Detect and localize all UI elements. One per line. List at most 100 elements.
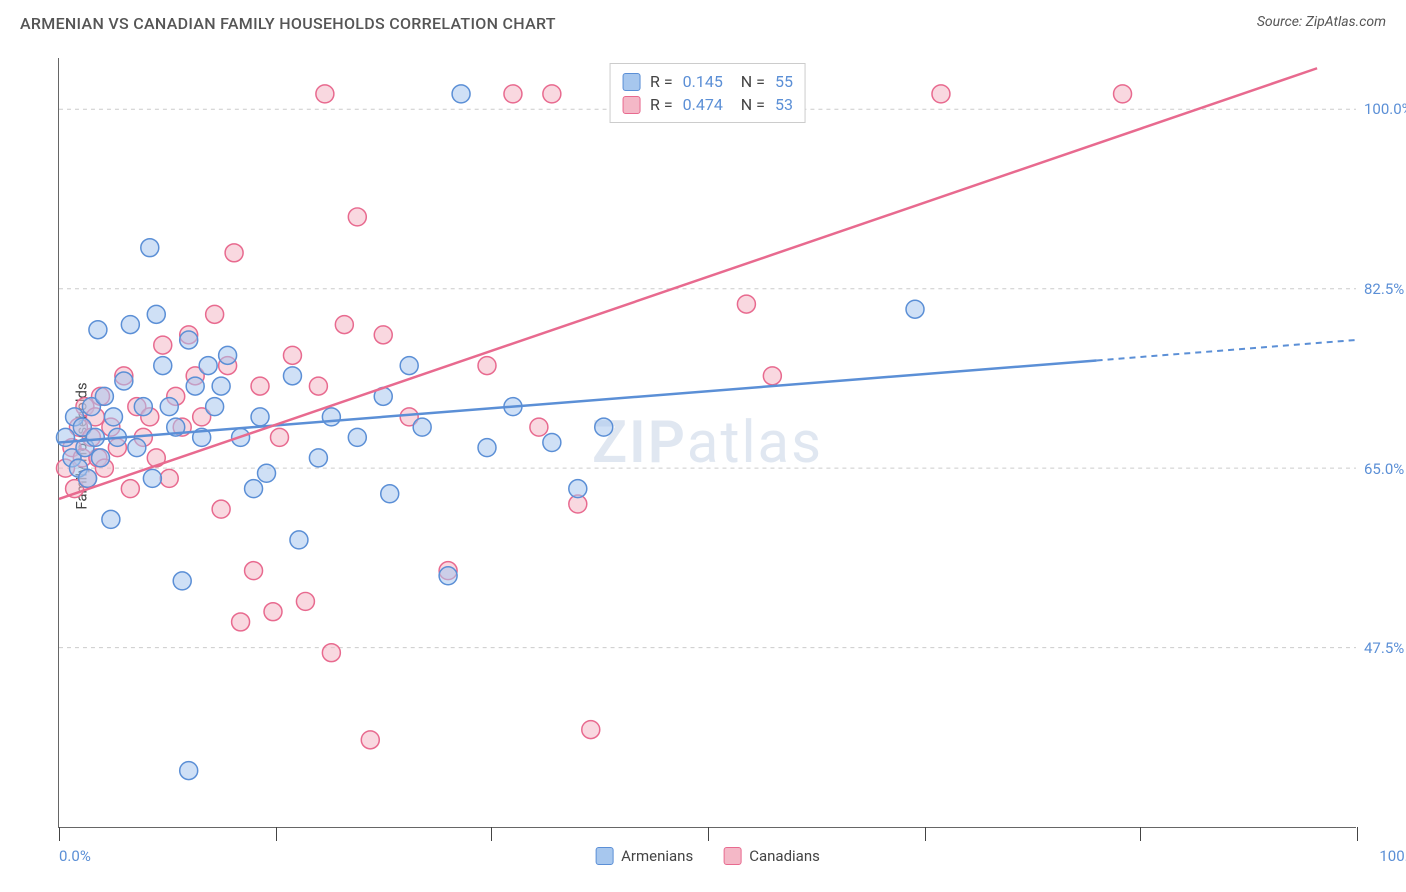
scatter-point <box>102 510 120 528</box>
chart-title: ARMENIAN VS CANADIAN FAMILY HOUSEHOLDS C… <box>20 14 556 33</box>
scatter-point <box>180 762 198 780</box>
scatter-point <box>115 372 133 390</box>
scatter-point <box>737 295 755 313</box>
scatter-point <box>932 85 950 103</box>
scatter-point <box>121 316 139 334</box>
stats-label-r: R = <box>650 95 673 114</box>
stats-r-armenians: 0.145 <box>683 72 723 91</box>
scatter-point <box>104 408 122 426</box>
legend-swatch-canadians <box>723 847 741 865</box>
stats-label-n: N = <box>733 72 765 91</box>
scatter-point <box>219 346 237 364</box>
x-tick <box>1357 827 1358 841</box>
scatter-point <box>543 85 561 103</box>
scatter-point <box>316 85 334 103</box>
scatter-point <box>374 326 392 344</box>
scatter-point <box>92 449 110 467</box>
scatter-point <box>348 428 366 446</box>
scatter-point <box>245 562 263 580</box>
legend-swatch-armenians <box>595 847 613 865</box>
scatter-point <box>206 305 224 323</box>
scatter-point <box>290 531 308 549</box>
stats-swatch-canadians <box>622 96 640 114</box>
scatter-point <box>478 357 496 375</box>
scatter-point <box>225 244 243 262</box>
scatter-point <box>595 418 613 436</box>
scatter-point <box>245 480 263 498</box>
scatter-point <box>348 208 366 226</box>
scatter-point <box>143 469 161 487</box>
scatter-point <box>452 85 470 103</box>
legend-label-canadians: Canadians <box>749 847 820 865</box>
scatter-point <box>186 377 204 395</box>
scatter-point <box>335 316 353 334</box>
scatter-svg <box>59 58 1356 827</box>
scatter-point <box>504 85 522 103</box>
scatter-point <box>264 603 282 621</box>
scatter-point <box>381 485 399 503</box>
legend-bottom: Armenians Canadians <box>595 847 820 865</box>
plot-area: ZIPatlas 47.5%65.0%82.5%100.0% 0.0% 100.… <box>58 58 1356 828</box>
scatter-point <box>160 398 178 416</box>
scatter-point <box>154 357 172 375</box>
stats-swatch-armenians <box>622 73 640 91</box>
scatter-point <box>543 434 561 452</box>
scatter-point <box>89 321 107 339</box>
scatter-point <box>322 408 340 426</box>
scatter-point <box>141 239 159 257</box>
x-tick-label-min: 0.0% <box>59 847 91 865</box>
stats-row-armenians: R = 0.145 N = 55 <box>622 70 793 93</box>
regression-line <box>59 68 1317 499</box>
y-tick-label: 100.0% <box>1364 100 1406 118</box>
scatter-point <box>296 592 314 610</box>
scatter-point <box>212 377 230 395</box>
scatter-point <box>134 398 152 416</box>
x-tick <box>59 827 60 841</box>
scatter-point <box>322 644 340 662</box>
scatter-point <box>160 469 178 487</box>
x-tick <box>276 827 277 841</box>
scatter-point <box>258 464 276 482</box>
chart-source: Source: ZipAtlas.com <box>1257 14 1386 30</box>
scatter-point <box>128 439 146 457</box>
stats-n-canadians: 53 <box>775 95 793 114</box>
legend-label-armenians: Armenians <box>621 847 693 865</box>
regression-line-dashed <box>1097 340 1356 361</box>
scatter-point <box>251 377 269 395</box>
scatter-point <box>309 377 327 395</box>
scatter-point <box>95 387 113 405</box>
scatter-point <box>309 449 327 467</box>
scatter-point <box>270 428 288 446</box>
scatter-point <box>283 346 301 364</box>
x-tick <box>925 827 926 841</box>
scatter-point <box>361 731 379 749</box>
scatter-point <box>79 469 97 487</box>
scatter-point <box>1114 85 1132 103</box>
scatter-point <box>400 357 418 375</box>
scatter-point <box>906 300 924 318</box>
scatter-point <box>283 367 301 385</box>
x-tick <box>491 827 492 841</box>
scatter-point <box>154 336 172 354</box>
scatter-point <box>232 613 250 631</box>
scatter-point <box>121 480 139 498</box>
scatter-point <box>413 418 431 436</box>
legend-item-armenians: Armenians <box>595 847 693 865</box>
stats-row-canadians: R = 0.474 N = 53 <box>622 93 793 116</box>
scatter-point <box>173 572 191 590</box>
x-tick <box>1140 827 1141 841</box>
stats-label-n: N = <box>733 95 765 114</box>
scatter-point <box>212 500 230 518</box>
scatter-point <box>439 567 457 585</box>
stats-box: R = 0.145 N = 55 R = 0.474 N = 53 <box>609 63 806 123</box>
x-tick-label-max: 100.0% <box>1379 847 1406 865</box>
y-tick-label: 82.5% <box>1364 280 1406 298</box>
stats-n-armenians: 55 <box>775 72 793 91</box>
scatter-point <box>180 331 198 349</box>
scatter-point <box>251 408 269 426</box>
stats-label-r: R = <box>650 72 673 91</box>
y-tick-label: 47.5% <box>1364 639 1406 657</box>
scatter-point <box>478 439 496 457</box>
scatter-point <box>530 418 548 436</box>
scatter-point <box>763 367 781 385</box>
